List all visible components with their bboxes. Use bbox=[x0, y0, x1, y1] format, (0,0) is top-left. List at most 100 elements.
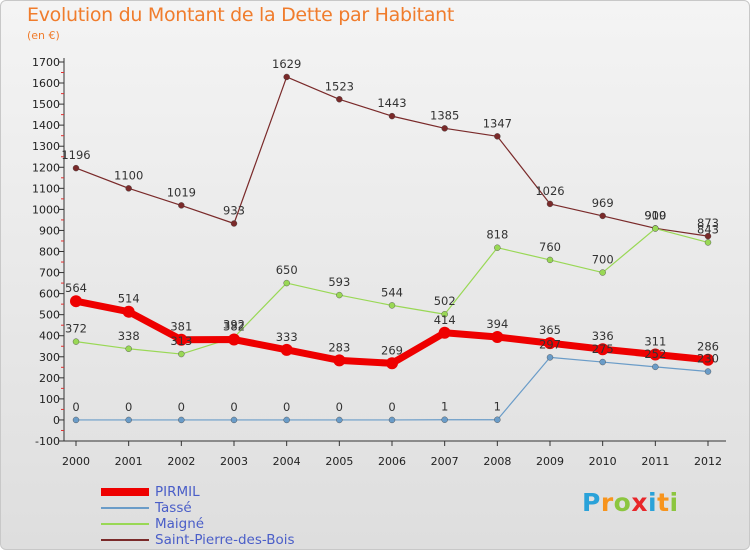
x-tick-label: 2001 bbox=[115, 455, 143, 468]
chart-title: Evolution du Montant de la Dette par Hab… bbox=[27, 4, 455, 26]
x-tick-label: 2011 bbox=[641, 455, 669, 468]
y-tick-label: 1600 bbox=[32, 77, 60, 90]
x-tick-label: 2005 bbox=[325, 455, 353, 468]
data-label-tasse: 0 bbox=[72, 400, 79, 414]
data-point-maigne bbox=[652, 225, 659, 232]
legend-swatch bbox=[101, 539, 149, 541]
data-label-saint-pierre-des-bois: 933 bbox=[223, 203, 245, 217]
y-tick-label: 300 bbox=[39, 351, 60, 364]
data-label-pirmil: 564 bbox=[65, 281, 87, 295]
data-point-saint-pierre-des-bois bbox=[546, 200, 554, 208]
data-label-maigne: 593 bbox=[328, 275, 350, 289]
y-tick-label: 700 bbox=[39, 267, 60, 280]
y-tick-label: 200 bbox=[39, 372, 60, 385]
data-label-saint-pierre-des-bois: 969 bbox=[592, 196, 614, 210]
data-label-pirmil: 333 bbox=[276, 330, 298, 344]
data-label-tasse: 0 bbox=[283, 400, 290, 414]
y-tick-label: 1400 bbox=[32, 119, 60, 132]
y-tick-label: 1200 bbox=[32, 161, 60, 174]
y-tick-label: 100 bbox=[39, 393, 60, 406]
data-point-saint-pierre-des-bois bbox=[704, 232, 712, 240]
data-label-saint-pierre-des-bois: 1347 bbox=[483, 116, 512, 130]
data-point-tasse bbox=[72, 416, 80, 424]
x-tick-label: 2000 bbox=[62, 455, 90, 468]
x-tick-label: 2004 bbox=[273, 455, 301, 468]
data-point-tasse bbox=[494, 416, 501, 423]
x-tick-label: 2009 bbox=[536, 455, 564, 468]
legend-swatch bbox=[101, 523, 149, 525]
data-point-saint-pierre-des-bois bbox=[336, 96, 343, 103]
data-point-maigne bbox=[704, 239, 712, 246]
data-label-maigne: 338 bbox=[118, 329, 140, 343]
data-point-pirmil bbox=[122, 305, 135, 318]
y-tick-label: 800 bbox=[39, 246, 60, 259]
data-point-tasse bbox=[441, 416, 448, 423]
data-label-tasse: 0 bbox=[230, 400, 237, 414]
data-label-pirmil: 414 bbox=[434, 313, 456, 327]
data-point-tasse bbox=[388, 416, 396, 424]
data-label-tasse: 1 bbox=[494, 400, 501, 414]
data-label-pirmil: 382 bbox=[223, 320, 245, 334]
data-point-saint-pierre-des-bois bbox=[125, 185, 132, 192]
data-label-maigne: 502 bbox=[434, 294, 456, 308]
data-label-tasse: 0 bbox=[388, 400, 395, 414]
y-tick-label: 1000 bbox=[32, 203, 60, 216]
data-label-saint-pierre-des-bois: 1196 bbox=[61, 148, 90, 162]
x-tick-label: 2002 bbox=[167, 455, 195, 468]
data-point-maigne bbox=[283, 279, 290, 287]
data-label-maigne: 818 bbox=[486, 228, 508, 242]
data-point-pirmil bbox=[438, 326, 451, 339]
logo-letter: P bbox=[582, 488, 601, 517]
data-label-tasse: 252 bbox=[644, 347, 666, 361]
data-label-maigne: 909 bbox=[644, 209, 666, 223]
data-label-maigne: 760 bbox=[539, 240, 561, 254]
data-point-pirmil bbox=[280, 343, 293, 356]
legend-label: Saint-Pierre-des-Bois bbox=[155, 532, 295, 548]
x-tick-label: 2008 bbox=[483, 455, 511, 468]
data-label-tasse: 0 bbox=[125, 400, 132, 414]
data-label-pirmil: 336 bbox=[592, 329, 614, 343]
data-point-tasse bbox=[230, 416, 238, 424]
data-label-maigne: 313 bbox=[170, 334, 192, 348]
logo-letter: o bbox=[613, 488, 632, 517]
x-tick-label: 2006 bbox=[378, 455, 406, 468]
logo-letter: t bbox=[657, 488, 670, 517]
x-tick-label: 2007 bbox=[431, 455, 459, 468]
y-tick-label: 1300 bbox=[32, 140, 60, 153]
data-label-maigne: 392 bbox=[223, 317, 245, 331]
line-chart: -100010020030040050060070080090010001100… bbox=[32, 56, 726, 468]
data-point-saint-pierre-des-bois bbox=[388, 112, 396, 120]
data-point-pirmil bbox=[491, 330, 504, 343]
data-label-pirmil: 381 bbox=[170, 320, 192, 334]
data-label-tasse: 230 bbox=[697, 352, 719, 366]
data-label-saint-pierre-des-bois: 1100 bbox=[114, 168, 143, 182]
data-point-maigne bbox=[494, 244, 501, 251]
proxiti-logo: Proxiti bbox=[582, 488, 679, 517]
data-point-tasse bbox=[652, 363, 659, 371]
legend-label: PIRMIL bbox=[155, 484, 200, 500]
data-point-tasse bbox=[283, 416, 290, 424]
data-point-maigne bbox=[178, 350, 185, 358]
data-label-saint-pierre-des-bois: 1385 bbox=[430, 108, 459, 122]
legend-item-tasse: Tassé bbox=[101, 500, 341, 516]
data-point-saint-pierre-des-bois bbox=[230, 220, 238, 227]
data-point-pirmil bbox=[386, 357, 398, 370]
legend-item-maigne: Maigné bbox=[101, 516, 341, 532]
data-label-maigne: 700 bbox=[592, 253, 614, 267]
data-label-pirmil: 394 bbox=[486, 317, 508, 331]
data-point-tasse bbox=[599, 358, 606, 366]
data-point-tasse bbox=[125, 416, 132, 424]
data-label-pirmil: 286 bbox=[697, 340, 719, 354]
y-tick-label: 1100 bbox=[32, 182, 60, 195]
data-point-maigne bbox=[336, 291, 343, 299]
data-point-maigne bbox=[72, 338, 80, 345]
y-tick-label: 400 bbox=[39, 330, 60, 343]
data-point-maigne bbox=[125, 345, 132, 352]
x-tick-label: 2003 bbox=[220, 455, 248, 468]
logo-letter: r bbox=[600, 488, 614, 517]
data-point-pirmil bbox=[333, 354, 346, 367]
data-label-pirmil: 269 bbox=[381, 343, 403, 357]
data-point-maigne bbox=[599, 269, 606, 276]
y-axis-unit: (en €) bbox=[27, 29, 60, 42]
logo-letter: i bbox=[648, 488, 658, 517]
